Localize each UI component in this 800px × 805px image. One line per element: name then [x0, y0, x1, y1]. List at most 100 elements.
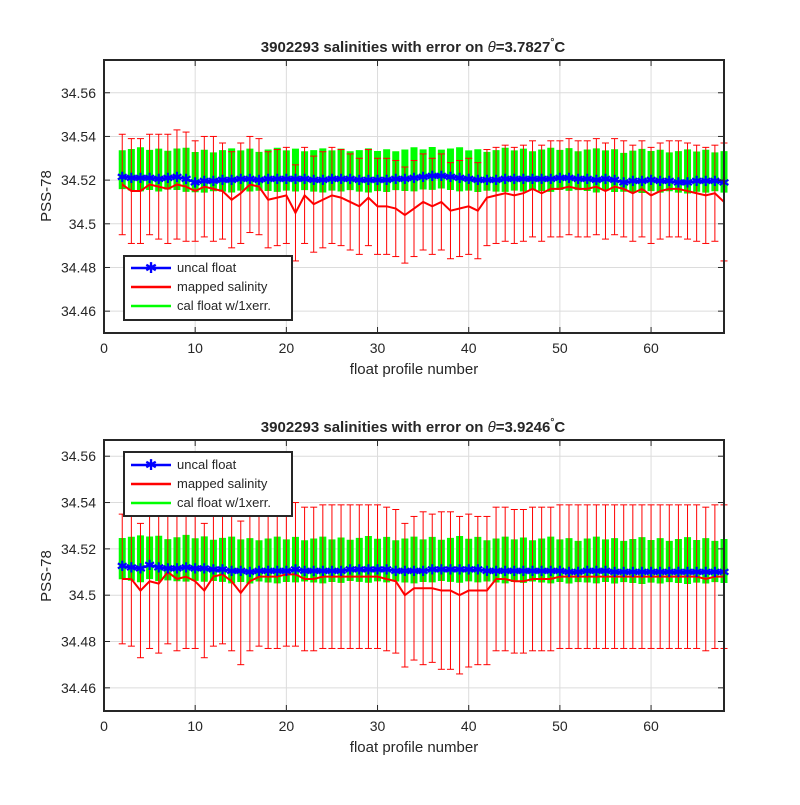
legend-entry-mapped: mapped salinity	[177, 476, 268, 491]
uncal-float-line	[122, 174, 725, 184]
x-tick-label: 50	[552, 340, 568, 356]
chart-title: 3902293 salinities with error on θ=3.782…	[261, 37, 566, 56]
uncal-float-point: ✱	[353, 172, 365, 188]
uncal-float-point: ✱	[180, 559, 192, 575]
uncal-float-point: ✱	[527, 563, 539, 579]
uncal-float-point: ✱	[144, 170, 156, 186]
uncal-float-point: ✱	[317, 563, 329, 579]
uncal-float-point: ✱	[682, 564, 694, 580]
uncal-float-point: ✱	[262, 171, 274, 187]
uncal-float-point: ✱	[545, 563, 557, 579]
y-tick-label: 34.52	[61, 541, 96, 557]
uncal-float-point: ✱	[508, 171, 520, 187]
uncal-float-point: ✱	[581, 171, 593, 187]
uncal-float-point: ✱	[700, 173, 712, 189]
x-tick-label: 20	[279, 340, 295, 356]
uncal-float-point: ✱	[417, 563, 429, 579]
uncal-float-point: ✱	[162, 561, 174, 577]
uncal-float-point: ✱	[280, 563, 292, 579]
legend-marker-uncal: ✱	[145, 260, 158, 277]
uncal-float-point: ✱	[180, 171, 192, 187]
legend: ✱ uncal float mapped salinity cal float …	[123, 255, 293, 321]
y-tick-label: 34.56	[61, 85, 96, 101]
uncal-float-point: ✱	[472, 172, 484, 188]
x-ticks: 0 10 20 30 40 50 60	[100, 60, 659, 356]
x-tick-label: 50	[552, 718, 568, 734]
y-tick-label: 34.48	[61, 259, 96, 275]
uncal-float-point: ✱	[290, 171, 302, 187]
uncal-float-point: ✱	[125, 170, 137, 186]
x-tick-label: 30	[370, 718, 386, 734]
uncal-float-point: ✱	[363, 172, 375, 188]
uncal-float-point: ✱	[463, 171, 475, 187]
uncal-float-point: ✱	[244, 171, 256, 187]
uncal-float-point: ✱	[663, 564, 675, 580]
uncal-float-point: ✱	[235, 171, 247, 187]
uncal-float-point: ✱	[426, 168, 438, 184]
uncal-float-point: ✱	[116, 169, 128, 185]
top-chart: 3902293 salinities with error on θ=3.782…	[38, 37, 730, 378]
uncal-float-point: ✱	[590, 563, 602, 579]
uncal-float-point: ✱	[445, 562, 457, 578]
y-ticks: 34.46 34.48 34.5 34.52 34.54 34.56	[61, 448, 724, 696]
y-tick-label: 34.46	[61, 680, 96, 696]
uncal-float-point: ✱	[344, 562, 356, 578]
uncal-float-series: ✱✱✱✱✱✱✱✱✱✱✱✱✱✱✱✱✱✱✱✱✱✱✱✱✱✱✱✱✱✱✱✱✱✱✱✱✱✱✱✱…	[116, 168, 729, 191]
uncal-float-point: ✱	[490, 172, 502, 188]
uncal-float-point: ✱	[572, 564, 584, 580]
mapped-salinity-line	[122, 570, 724, 597]
y-ticks: 34.46 34.48 34.5 34.52 34.54 34.56	[61, 85, 724, 319]
uncal-float-point: ✱	[645, 564, 657, 580]
uncal-float-point: ✱	[399, 563, 411, 579]
legend-entry-cal: cal float w/1xerr.	[177, 298, 271, 313]
y-tick-label: 34.48	[61, 634, 96, 650]
uncal-float-point: ✱	[208, 562, 220, 578]
uncal-float-point: ✱	[554, 563, 566, 579]
uncal-float-point: ✱	[253, 563, 265, 579]
uncal-float-point: ✱	[691, 173, 703, 189]
uncal-float-point: ✱	[563, 564, 575, 580]
uncal-float-point: ✱	[572, 171, 584, 187]
y-axis-label: PSS-78	[38, 170, 55, 222]
uncal-float-point: ✱	[171, 169, 183, 185]
uncal-float-point: ✱	[554, 170, 566, 186]
uncal-float-point: ✱	[171, 561, 183, 577]
x-tick-label: 10	[187, 340, 203, 356]
uncal-float-point: ✱	[618, 564, 630, 580]
uncal-float-point: ✱	[454, 170, 466, 186]
uncal-float-point: ✱	[271, 171, 283, 187]
uncal-float-point: ✱	[372, 562, 384, 578]
uncal-float-series: ✱✱✱✱✱✱✱✱✱✱✱✱✱✱✱✱✱✱✱✱✱✱✱✱✱✱✱✱✱✱✱✱✱✱✱✱✱✱✱✱…	[116, 557, 729, 580]
uncal-float-point: ✱	[508, 563, 520, 579]
y-tick-label: 34.54	[61, 128, 96, 144]
uncal-float-point: ✱	[518, 563, 530, 579]
uncal-float-point: ✱	[590, 172, 602, 188]
uncal-float-point: ✱	[262, 563, 274, 579]
uncal-float-point: ✱	[663, 173, 675, 189]
uncal-float-point: ✱	[390, 171, 402, 187]
x-axis-label: float profile number	[350, 739, 478, 756]
uncal-float-point: ✱	[308, 172, 320, 188]
uncal-float-point: ✱	[454, 562, 466, 578]
x-tick-label: 10	[187, 718, 203, 734]
uncal-float-point: ✱	[600, 563, 612, 579]
uncal-float-point: ✱	[481, 563, 493, 579]
uncal-float-point: ✱	[326, 563, 338, 579]
uncal-float-point: ✱	[317, 172, 329, 188]
chart-title: 3902293 salinities with error on θ=3.924…	[261, 417, 566, 436]
x-tick-label: 60	[643, 718, 659, 734]
uncal-float-point: ✱	[518, 171, 530, 187]
uncal-float-point: ✱	[445, 169, 457, 185]
uncal-float-point: ✱	[627, 173, 639, 189]
uncal-float-point: ✱	[162, 170, 174, 186]
uncal-float-point: ✱	[353, 562, 365, 578]
uncal-float-point: ✱	[271, 563, 283, 579]
uncal-float-point: ✱	[636, 564, 648, 580]
uncal-float-point: ✱	[654, 173, 666, 189]
uncal-float-point: ✱	[290, 562, 302, 578]
uncal-float-point: ✱	[381, 172, 393, 188]
uncal-float-point: ✱	[372, 172, 384, 188]
uncal-float-point: ✱	[153, 171, 165, 187]
